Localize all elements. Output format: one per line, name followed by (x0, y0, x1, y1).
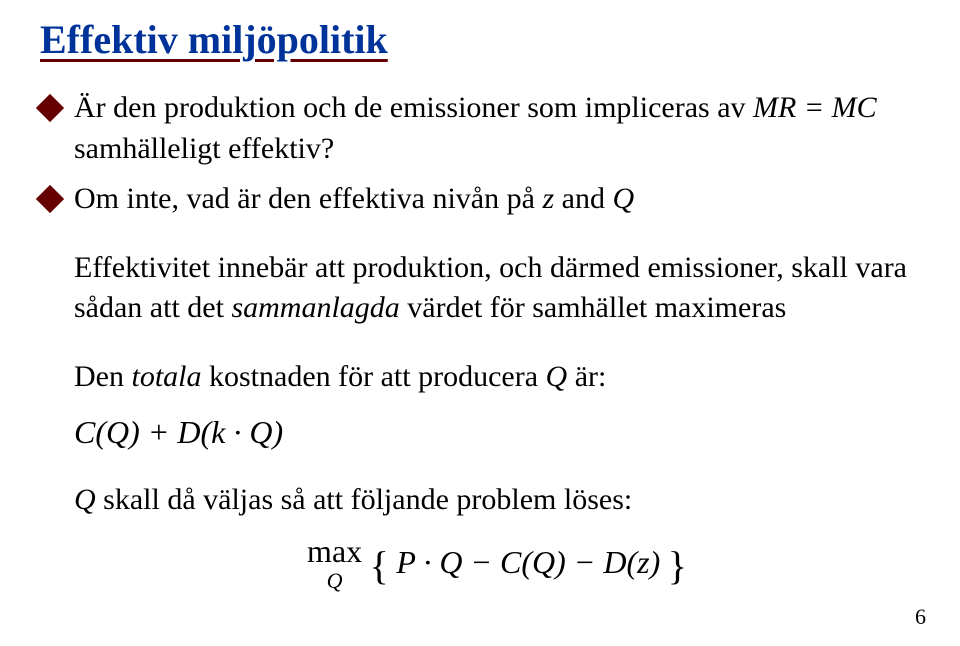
p2-pre: Den (74, 360, 131, 393)
bullet-text: Är den produktion och de emissioner som … (74, 88, 920, 169)
page-number: 6 (915, 604, 926, 630)
max-body: P · Q − C(Q) − D(z) (396, 544, 660, 580)
p1-post: värdet för samhället maximeras (400, 291, 787, 324)
bullet-text: Om inte, vad är den effektiva nivån på z… (74, 179, 920, 220)
p3-Q: Q (74, 483, 96, 516)
p3-post: skall då väljas så att följande problem … (96, 483, 633, 516)
body-block: Effektivitet innebär att produktion, och… (74, 248, 920, 592)
max-label: max (307, 533, 362, 569)
bullet-text-post: samhälleligt effektiv? (74, 132, 334, 165)
right-brace: } (668, 543, 687, 588)
p2-post: är: (567, 360, 606, 393)
bullets-block: Är den produktion och de emissioner som … (40, 88, 920, 220)
p2-mid: kostnaden för att producera (202, 360, 546, 393)
bullet-item: Om inte, vad är den effektiva nivån på z… (40, 179, 920, 220)
max-subscript: Q (307, 570, 362, 592)
bullet-text-em: MR = MC (753, 91, 877, 124)
bullet-item: Är den produktion och de emissioner som … (40, 88, 920, 169)
paragraph: Q skall då väljas så att följande proble… (74, 480, 920, 521)
p2-Q: Q (546, 360, 568, 393)
left-brace: { (370, 543, 389, 588)
paragraph: Effektivitet innebär att produktion, och… (74, 248, 920, 329)
paragraph: Den totala kostnaden för att producera Q… (74, 357, 920, 398)
bullet-text-em: z (542, 182, 554, 215)
max-operator: max Q (307, 535, 362, 592)
max-formula: max Q { P · Q − C(Q) − D(z) } (74, 535, 920, 592)
p2-em: totala (131, 360, 201, 393)
bullet-icon (36, 185, 64, 213)
slide-title: Effektiv miljöpolitik (40, 18, 920, 62)
bullet-text-mid: and (554, 182, 612, 215)
bullet-text-pre: Om inte, vad är den effektiva nivån på (74, 182, 542, 215)
bullet-icon (36, 94, 64, 122)
bullet-text-pre: Är den produktion och de emissioner som … (74, 91, 753, 124)
cost-formula: C(Q) + D(k · Q) (74, 411, 920, 454)
bullet-text-em2: Q (612, 182, 634, 215)
slide: Effektiv miljöpolitik Är den produktion … (0, 0, 960, 646)
p1-em: sammanlagda (231, 291, 399, 324)
